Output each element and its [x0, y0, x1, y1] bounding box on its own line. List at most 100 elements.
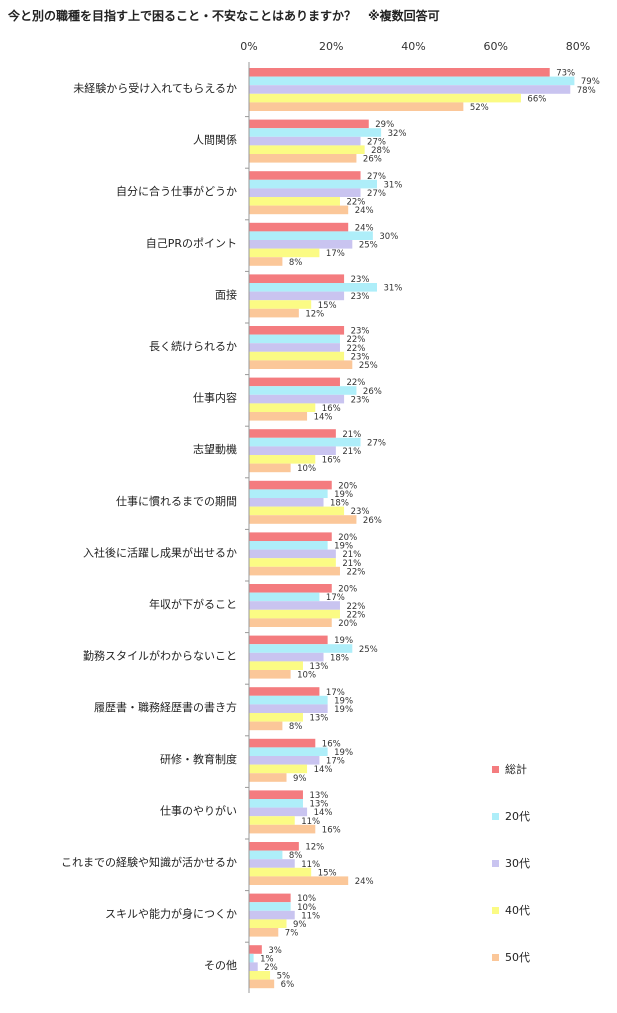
data-label: 24%	[355, 877, 374, 887]
data-label: 23%	[351, 327, 370, 337]
category-label: 自己PRのポイント	[146, 237, 237, 250]
bar	[249, 377, 340, 387]
bar	[249, 601, 340, 610]
bar	[249, 962, 258, 971]
bar	[249, 893, 291, 903]
x-tick-label: 80%	[566, 40, 590, 53]
data-label: 79%	[581, 77, 600, 87]
bar	[249, 661, 303, 670]
data-label: 10%	[297, 894, 316, 904]
data-label: 16%	[322, 404, 341, 414]
bar	[249, 145, 365, 154]
data-label: 19%	[334, 636, 353, 646]
bar	[249, 85, 571, 94]
data-label: 25%	[359, 241, 378, 251]
data-label: 19%	[334, 696, 353, 706]
bar	[249, 910, 295, 920]
data-label: 17%	[326, 757, 345, 767]
legend-label: 総計	[505, 762, 527, 776]
legend-label: 20代	[505, 810, 530, 823]
bar	[249, 687, 320, 696]
category-label: 未経験から受け入れてもらえるか	[73, 81, 237, 95]
bar	[249, 824, 316, 834]
bar	[249, 618, 332, 627]
data-label: 17%	[326, 688, 345, 698]
bar	[249, 953, 254, 963]
bar	[249, 480, 332, 490]
bar	[249, 128, 382, 137]
data-label: 7%	[285, 929, 299, 939]
data-label: 5%	[277, 972, 291, 982]
bar	[249, 566, 340, 576]
bar	[249, 257, 283, 266]
data-label: 26%	[363, 387, 382, 397]
data-label: 22%	[346, 198, 365, 208]
category-label: スキルや能力が身につくか	[105, 907, 237, 921]
bar	[249, 635, 328, 645]
data-label: 16%	[322, 456, 341, 466]
category-label: 長く続けられるか	[149, 339, 237, 353]
bar	[249, 222, 349, 232]
data-label: 6%	[281, 980, 295, 990]
bar	[249, 179, 377, 189]
bar	[249, 971, 271, 980]
bar	[249, 446, 336, 455]
category-label: 面接	[215, 288, 237, 301]
bars-layer	[249, 68, 575, 989]
data-label: 27%	[367, 438, 386, 448]
data-label: 20%	[338, 585, 357, 595]
x-tick-label: 60%	[484, 40, 508, 53]
data-label: 10%	[297, 671, 316, 681]
data-label: 16%	[322, 825, 341, 835]
data-label: 1%	[260, 954, 274, 964]
data-label: 52%	[470, 103, 489, 113]
bar	[249, 291, 345, 301]
bar	[249, 979, 275, 989]
bar	[249, 455, 316, 464]
x-tick-label: 20%	[319, 40, 343, 53]
data-label: 22%	[346, 344, 365, 354]
bar	[249, 386, 357, 395]
bar	[249, 308, 299, 318]
legend-swatch	[492, 907, 499, 914]
bar	[249, 721, 283, 731]
data-label: 24%	[355, 223, 374, 233]
data-label: 14%	[314, 808, 333, 818]
data-label: 8%	[289, 722, 303, 732]
data-label: 8%	[289, 851, 303, 861]
bar	[249, 326, 345, 335]
category-label: 仕事に慣れるまでの期間	[116, 494, 237, 508]
data-label: 12%	[305, 843, 324, 853]
data-label: 21%	[342, 559, 361, 569]
x-tick-label: 0%	[240, 40, 257, 53]
bar	[249, 859, 295, 868]
bar	[249, 764, 308, 774]
data-label: 25%	[359, 361, 378, 371]
bar	[249, 644, 353, 653]
axis-layer: 0% 20% 40% 60% 80% 未経験から受け入れてもらえるか人間関係自分に合う仕事…	[61, 40, 590, 993]
category-label: 仕事内容	[193, 391, 237, 405]
data-label: 12%	[305, 309, 324, 319]
bar	[249, 334, 340, 344]
bar	[249, 403, 316, 412]
data-label: 23%	[351, 352, 370, 362]
data-label: 3%	[268, 946, 282, 956]
data-label: 11%	[301, 911, 320, 921]
data-label: 27%	[367, 137, 386, 147]
bar	[249, 704, 328, 713]
bar	[249, 463, 291, 473]
data-label: 22%	[346, 610, 365, 620]
data-label: 11%	[301, 860, 320, 870]
data-label: 26%	[363, 516, 382, 526]
data-label: 22%	[346, 378, 365, 388]
data-label: 23%	[351, 395, 370, 405]
bar	[249, 274, 345, 283]
data-label: 30%	[379, 232, 398, 242]
bar	[249, 902, 291, 911]
data-label: 29%	[375, 120, 394, 130]
data-label: 10%	[297, 464, 316, 474]
data-label: 11%	[301, 817, 320, 827]
bar	[249, 928, 279, 937]
bar	[249, 498, 324, 507]
legend-swatch	[492, 766, 499, 773]
